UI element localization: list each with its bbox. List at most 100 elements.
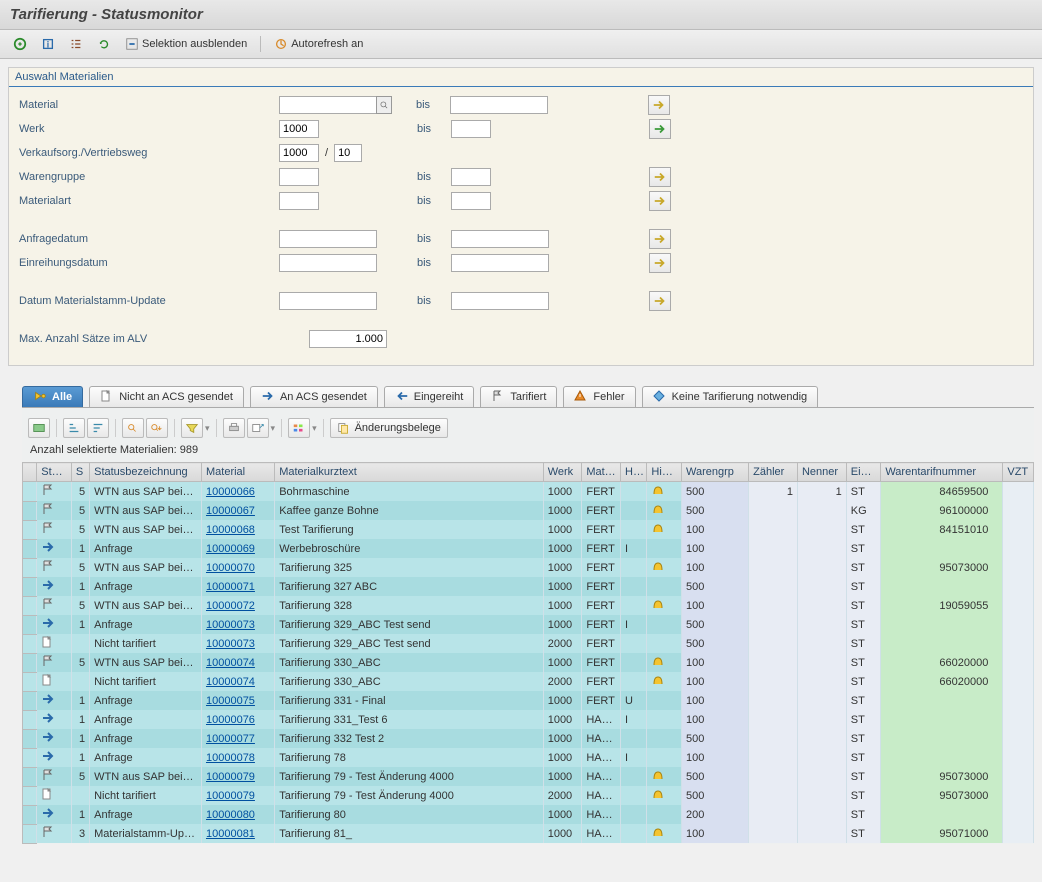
table-row[interactable]: 5WTN aus SAP bei…10000067Kaffee ganze Bo… [23, 501, 1034, 520]
row-selector[interactable] [23, 767, 37, 786]
row-selector[interactable] [23, 501, 37, 520]
table-row[interactable]: 5WTN aus SAP bei…10000072Tarifierung 328… [23, 596, 1034, 615]
multi-materialart[interactable] [649, 191, 671, 211]
col-statusbez[interactable]: Statusbezeichnung [90, 463, 202, 482]
row-selector[interactable] [23, 748, 37, 767]
selektion-ausblenden-button[interactable]: Selektion ausblenden [120, 34, 252, 54]
row-selector[interactable] [23, 634, 37, 653]
material-link[interactable]: 10000066 [206, 486, 255, 498]
input-werk-to[interactable] [451, 120, 491, 138]
row-selector[interactable] [23, 729, 37, 748]
row-selector[interactable] [23, 577, 37, 596]
execute-button[interactable] [8, 34, 32, 54]
info-button[interactable]: i [36, 34, 60, 54]
table-row[interactable]: 1Anfrage10000078Tarifierung 781000HA…I10… [23, 748, 1034, 767]
input-datum-mstamm-to[interactable] [451, 292, 549, 310]
material-link[interactable]: 10000070 [206, 562, 255, 574]
col-vzt[interactable]: VZT [1003, 463, 1034, 482]
col-he[interactable]: He… [620, 463, 646, 482]
material-link[interactable]: 10000075 [206, 695, 255, 707]
multi-material[interactable] [648, 95, 670, 115]
material-link[interactable]: 10000068 [206, 524, 255, 536]
row-selector[interactable] [23, 482, 37, 502]
tab-nicht-an-acs-gesendet[interactable]: Nicht an ACS gesendet [89, 386, 244, 407]
table-row[interactable]: 1Anfrage10000080Tarifierung 801000HA…200… [23, 805, 1034, 824]
tab-alle[interactable]: Alle [22, 386, 83, 407]
material-link[interactable]: 10000077 [206, 733, 255, 745]
material-link[interactable]: 10000079 [206, 771, 255, 783]
alv-print-button[interactable] [223, 418, 245, 438]
row-selector[interactable] [23, 824, 37, 843]
input-werk-from[interactable] [279, 120, 319, 138]
table-row[interactable]: 1Anfrage10000071Tarifierung 327 ABC1000F… [23, 577, 1034, 596]
input-materialart-from[interactable] [279, 192, 319, 210]
refresh-button[interactable] [92, 34, 116, 54]
input-warengruppe-to[interactable] [451, 168, 491, 186]
col-ein[interactable]: Ein… [846, 463, 881, 482]
row-selector[interactable] [23, 691, 37, 710]
multi-werk[interactable] [649, 119, 671, 139]
row-selector[interactable] [23, 672, 37, 691]
multi-anfragedatum[interactable] [649, 229, 671, 249]
col-kurztext[interactable]: Materialkurztext [275, 463, 544, 482]
col-s[interactable]: S [71, 463, 89, 482]
alv-detail-button[interactable] [28, 418, 50, 438]
material-link[interactable]: 10000074 [206, 657, 255, 669]
tab-tarifiert[interactable]: Tarifiert [480, 386, 557, 407]
alv-find-button[interactable] [122, 418, 144, 438]
alv-export-button[interactable] [247, 418, 269, 438]
row-selector[interactable] [23, 520, 37, 539]
row-selector[interactable] [23, 539, 37, 558]
row-selector[interactable] [23, 558, 37, 577]
material-link[interactable]: 10000078 [206, 752, 255, 764]
alv-find-next-button[interactable] [146, 418, 168, 438]
input-warengruppe-from[interactable] [279, 168, 319, 186]
col-werk[interactable]: Werk [543, 463, 582, 482]
material-link[interactable]: 10000067 [206, 505, 255, 517]
alv-sort-asc-button[interactable] [63, 418, 85, 438]
table-row[interactable]: 1Anfrage10000075Tarifierung 331 - Final1… [23, 691, 1034, 710]
alv-filter-button[interactable] [181, 418, 203, 438]
col-nenner[interactable]: Nenner [797, 463, 846, 482]
input-anfragedatum-from[interactable] [279, 230, 377, 248]
col-zaehler[interactable]: Zähler [749, 463, 798, 482]
table-row[interactable]: 5WTN aus SAP bei…10000070Tarifierung 325… [23, 558, 1034, 577]
table-row[interactable]: 1Anfrage10000073Tarifierung 329_ABC Test… [23, 615, 1034, 634]
alv-layout-button[interactable] [288, 418, 310, 438]
table-row[interactable]: 1Anfrage10000077Tarifierung 332 Test 210… [23, 729, 1034, 748]
input-datum-mstamm-from[interactable] [279, 292, 377, 310]
input-materialart-to[interactable] [451, 192, 491, 210]
material-link[interactable]: 10000079 [206, 790, 255, 802]
material-link[interactable]: 10000073 [206, 619, 255, 631]
table-row[interactable]: Nicht tarifiert10000079Tarifierung 79 - … [23, 786, 1034, 805]
table-row[interactable]: Nicht tarifiert10000074Tarifierung 330_A… [23, 672, 1034, 691]
col-hist[interactable]: Hist… [647, 463, 682, 482]
col-stat[interactable]: Stat… [37, 463, 72, 482]
multi-einreihungsdatum[interactable] [649, 253, 671, 273]
input-einreihungsdatum-from[interactable] [279, 254, 377, 272]
table-row[interactable]: 5WTN aus SAP bei…10000066Bohrmaschine100… [23, 482, 1034, 502]
alv-sort-desc-button[interactable] [87, 418, 109, 438]
row-selector[interactable] [23, 596, 37, 615]
row-selector[interactable] [23, 615, 37, 634]
material-link[interactable]: 10000074 [206, 676, 255, 688]
table-row[interactable]: 5WTN aus SAP bei…10000074Tarifierung 330… [23, 653, 1034, 672]
row-selector[interactable] [23, 805, 37, 824]
row-selector[interactable] [23, 786, 37, 805]
list-button[interactable] [64, 34, 88, 54]
material-link[interactable]: 10000081 [206, 828, 255, 840]
multi-warengruppe[interactable] [649, 167, 671, 187]
material-link[interactable]: 10000076 [206, 714, 255, 726]
tab-an-acs-gesendet[interactable]: An ACS gesendet [250, 386, 378, 407]
multi-datum-mstamm[interactable] [649, 291, 671, 311]
input-vkorg1[interactable] [279, 144, 319, 162]
col-warengrp[interactable]: Warengrp [682, 463, 749, 482]
table-row[interactable]: 5WTN aus SAP bei…10000068Test Tarifierun… [23, 520, 1034, 539]
searchhelp-material[interactable] [376, 96, 392, 114]
tab-keine-tarifierung-notwendig[interactable]: Keine Tarifierung notwendig [642, 386, 819, 407]
table-row[interactable]: 5WTN aus SAP bei…10000079Tarifierung 79 … [23, 767, 1034, 786]
material-link[interactable]: 10000069 [206, 543, 255, 555]
material-link[interactable]: 10000071 [206, 581, 255, 593]
input-max-alv[interactable] [309, 330, 387, 348]
input-vkorg2[interactable] [334, 144, 362, 162]
